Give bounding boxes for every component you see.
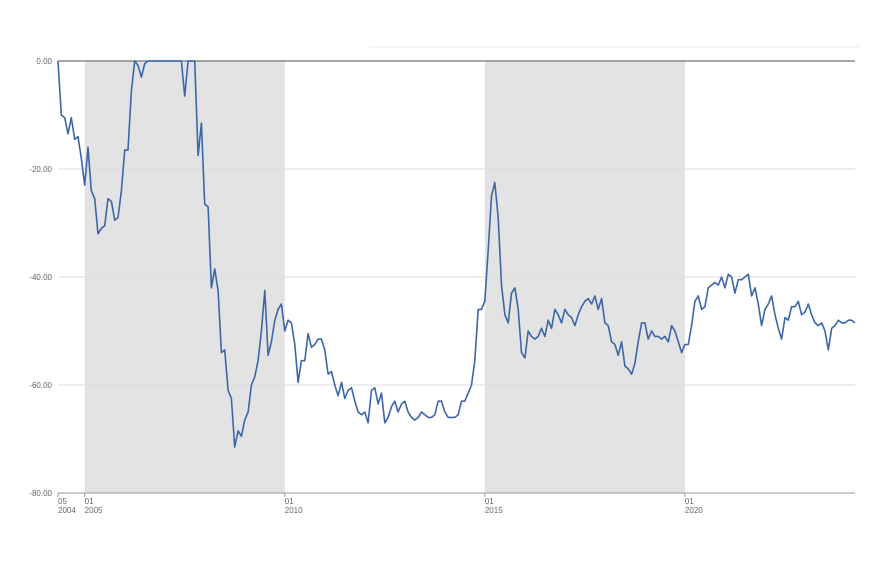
x-tick-year: 2010 — [285, 506, 303, 515]
x-tick-label: 05 — [58, 497, 67, 506]
x-tick-year: 2004 — [58, 506, 76, 515]
y-tick-label: -20.00 — [29, 165, 52, 174]
x-tick-year: 2020 — [685, 506, 703, 515]
y-tick-label: 0.00 — [36, 57, 52, 66]
y-tick-label: -80.00 — [29, 489, 52, 498]
x-tick-label: 01 — [85, 497, 94, 506]
y-tick-label: -40.00 — [29, 273, 52, 282]
x-tick-year: 2015 — [485, 506, 503, 515]
x-tick-label: 01 — [485, 497, 494, 506]
x-tick-year: 2005 — [85, 506, 103, 515]
series-line — [57, 60, 856, 448]
x-tick-label: 01 — [285, 497, 294, 506]
x-tick-label: 01 — [685, 497, 694, 506]
y-tick-label: -60.00 — [29, 381, 52, 390]
